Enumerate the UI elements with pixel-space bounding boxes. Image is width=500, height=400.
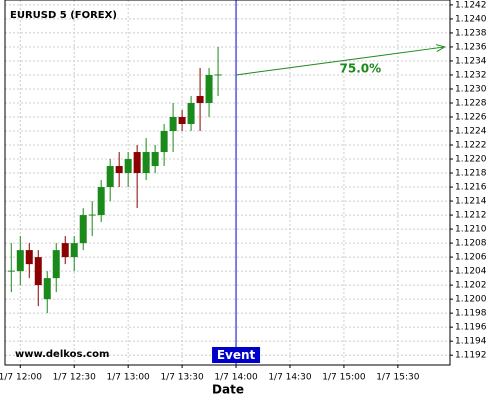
candle-body [61, 243, 69, 258]
y-tick-label: 1.1224 [455, 127, 487, 137]
y-tick-label: 1.1198 [455, 309, 487, 319]
y-tick-label: 1.1230 [455, 84, 487, 94]
projection-label: 75.0% [340, 61, 382, 75]
candle-body [214, 74, 222, 76]
candle-body [34, 257, 42, 286]
candle-body [115, 166, 123, 174]
candle-body [178, 116, 186, 125]
x-tick-label: 1/7 14:00 [214, 373, 258, 383]
y-tick-label: 1.1202 [455, 281, 487, 291]
y-tick-label: 1.1210 [455, 225, 487, 235]
watermark: www.delkos.com [15, 349, 109, 360]
x-tick-label: 1/7 12:00 [0, 373, 42, 383]
arrow-head [435, 44, 446, 52]
event-box [212, 347, 261, 363]
candle-body [151, 152, 159, 167]
x-tick-label: 1/7 13:00 [107, 373, 151, 383]
y-tick-label: 1.1236 [455, 42, 487, 52]
y-tick-label: 1.1206 [455, 253, 487, 263]
candle-body [25, 250, 33, 265]
candle-body [160, 131, 168, 153]
y-tick-label: 1.1232 [455, 70, 487, 80]
x-axis-label: Date [212, 383, 244, 397]
candle-body [196, 95, 204, 103]
y-tick-label: 1.1238 [455, 28, 487, 38]
x-tick-label: 1/7 15:00 [322, 373, 366, 383]
y-tick-label: 1.1200 [455, 295, 487, 305]
y-tick-label: 1.1220 [455, 155, 487, 165]
candle-body [70, 243, 78, 258]
candle-body [7, 270, 15, 272]
candle-body [97, 187, 105, 216]
candle-body [88, 214, 96, 216]
candle-body [79, 215, 87, 244]
y-tick-label: 1.1192 [455, 351, 487, 361]
y-tick-label: 1.1226 [455, 112, 487, 122]
y-tick-label: 1.1208 [455, 239, 487, 249]
candle-body [16, 250, 24, 272]
event-label: Event [217, 348, 256, 362]
candle-body [142, 152, 150, 174]
candle-body [169, 116, 177, 132]
candle-body [187, 102, 195, 125]
y-tick-label: 1.1212 [455, 211, 487, 221]
y-tick-label: 1.1194 [455, 337, 487, 347]
candle-body [106, 166, 114, 188]
y-tick-label: 1.1196 [455, 323, 487, 333]
candle-body [43, 278, 51, 300]
x-tick-label: 1/7 12:30 [53, 373, 97, 383]
y-tick-label: 1.1204 [455, 267, 487, 277]
y-tick-label: 1.1242 [455, 0, 487, 10]
plot-frame [4, 0, 451, 366]
y-tick-label: 1.1228 [455, 98, 487, 108]
candle-body [124, 159, 132, 174]
candle-body [205, 74, 213, 103]
chart-title: EURUSD 5 (FOREX) [10, 10, 117, 21]
x-tick-label: 1/7 13:30 [160, 373, 204, 383]
y-tick-label: 1.1216 [455, 183, 487, 193]
y-tick-label: 1.1222 [455, 141, 487, 151]
candle-body [133, 152, 141, 174]
projection-arrow [235, 46, 445, 76]
x-tick-label: 1/7 15:30 [376, 373, 420, 383]
y-tick-label: 1.1218 [455, 169, 487, 179]
x-tick-label: 1/7 14:30 [268, 373, 312, 383]
y-tick-label: 1.1234 [455, 56, 487, 66]
candle-body [52, 250, 60, 279]
y-tick-label: 1.1240 [455, 14, 487, 24]
y-tick-label: 1.1214 [455, 197, 487, 207]
